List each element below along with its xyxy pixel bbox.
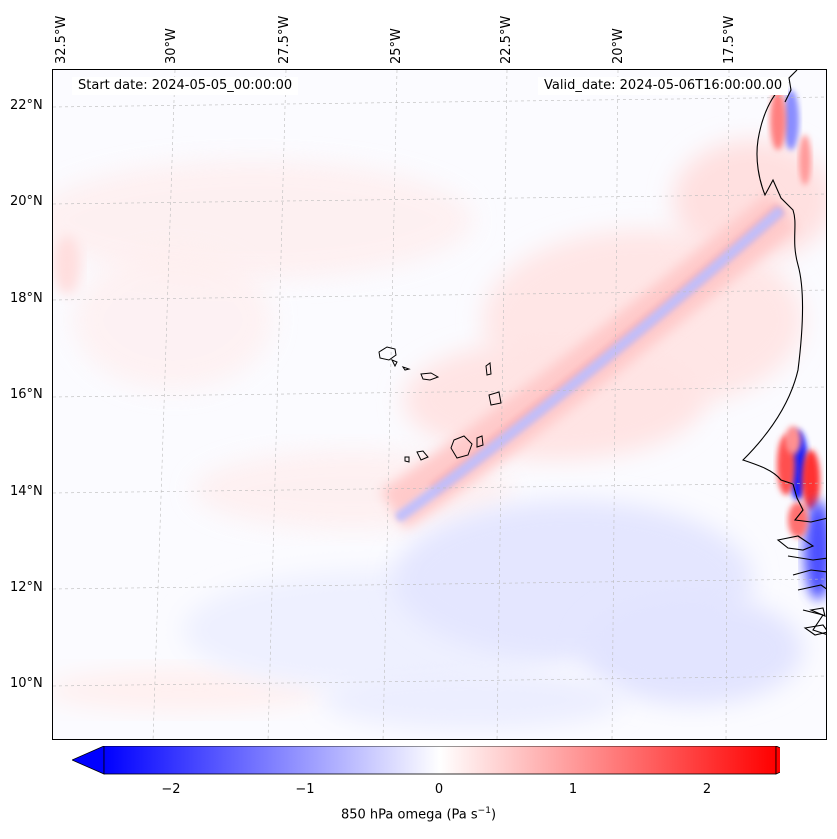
colorbar-tick-0: 0 (434, 782, 444, 797)
lat-label-18n: 18°N (10, 291, 43, 306)
background-field (53, 70, 826, 739)
colorbar-title: 850 hPa omega (Pa s−1) (340, 806, 497, 823)
colorbar-tick-1: 1 (568, 782, 578, 797)
lon-label-20w: 20°W (611, 28, 626, 64)
colorbar-gradient (103, 746, 777, 775)
start-date-label: Start date: 2024-05-05_00:00:00 (72, 77, 299, 95)
colorbar-tick-2: 2 (702, 782, 712, 797)
cape-verde-islands (378, 346, 502, 463)
lat-label-16n: 16°N (10, 387, 43, 402)
lon-label-32-5w: 32.5°W (54, 15, 69, 64)
west-africa-coastline (741, 70, 826, 636)
lon-label-22-5w: 22.5°W (499, 15, 514, 64)
valid-date-label: Valid_date: 2024-05-06T16:00:00.00 (538, 77, 789, 95)
colorbar-max-extend (775, 746, 780, 775)
omega-field-map (53, 70, 826, 739)
colorbar (72, 746, 780, 775)
lon-label-17-5w: 17.5°W (722, 15, 737, 64)
lat-label-20n: 20°N (10, 194, 43, 209)
frontal-band (380, 192, 798, 530)
graticule (53, 70, 826, 739)
lon-label-25w: 25°W (389, 28, 404, 64)
lon-label-30w: 30°W (164, 28, 179, 64)
colorbar-min-extend (72, 746, 105, 775)
lat-label-10n: 10°N (10, 676, 43, 691)
lat-label-22n: 22°N (10, 98, 43, 113)
colorbar-tick-minus1: −1 (295, 782, 315, 797)
lat-label-14n: 14°N (10, 484, 43, 499)
map-panel[interactable] (52, 69, 827, 740)
lat-label-12n: 12°N (10, 580, 43, 595)
colorbar-tick-minus2: −2 (161, 782, 181, 797)
lon-label-27-5w: 27.5°W (277, 15, 292, 64)
